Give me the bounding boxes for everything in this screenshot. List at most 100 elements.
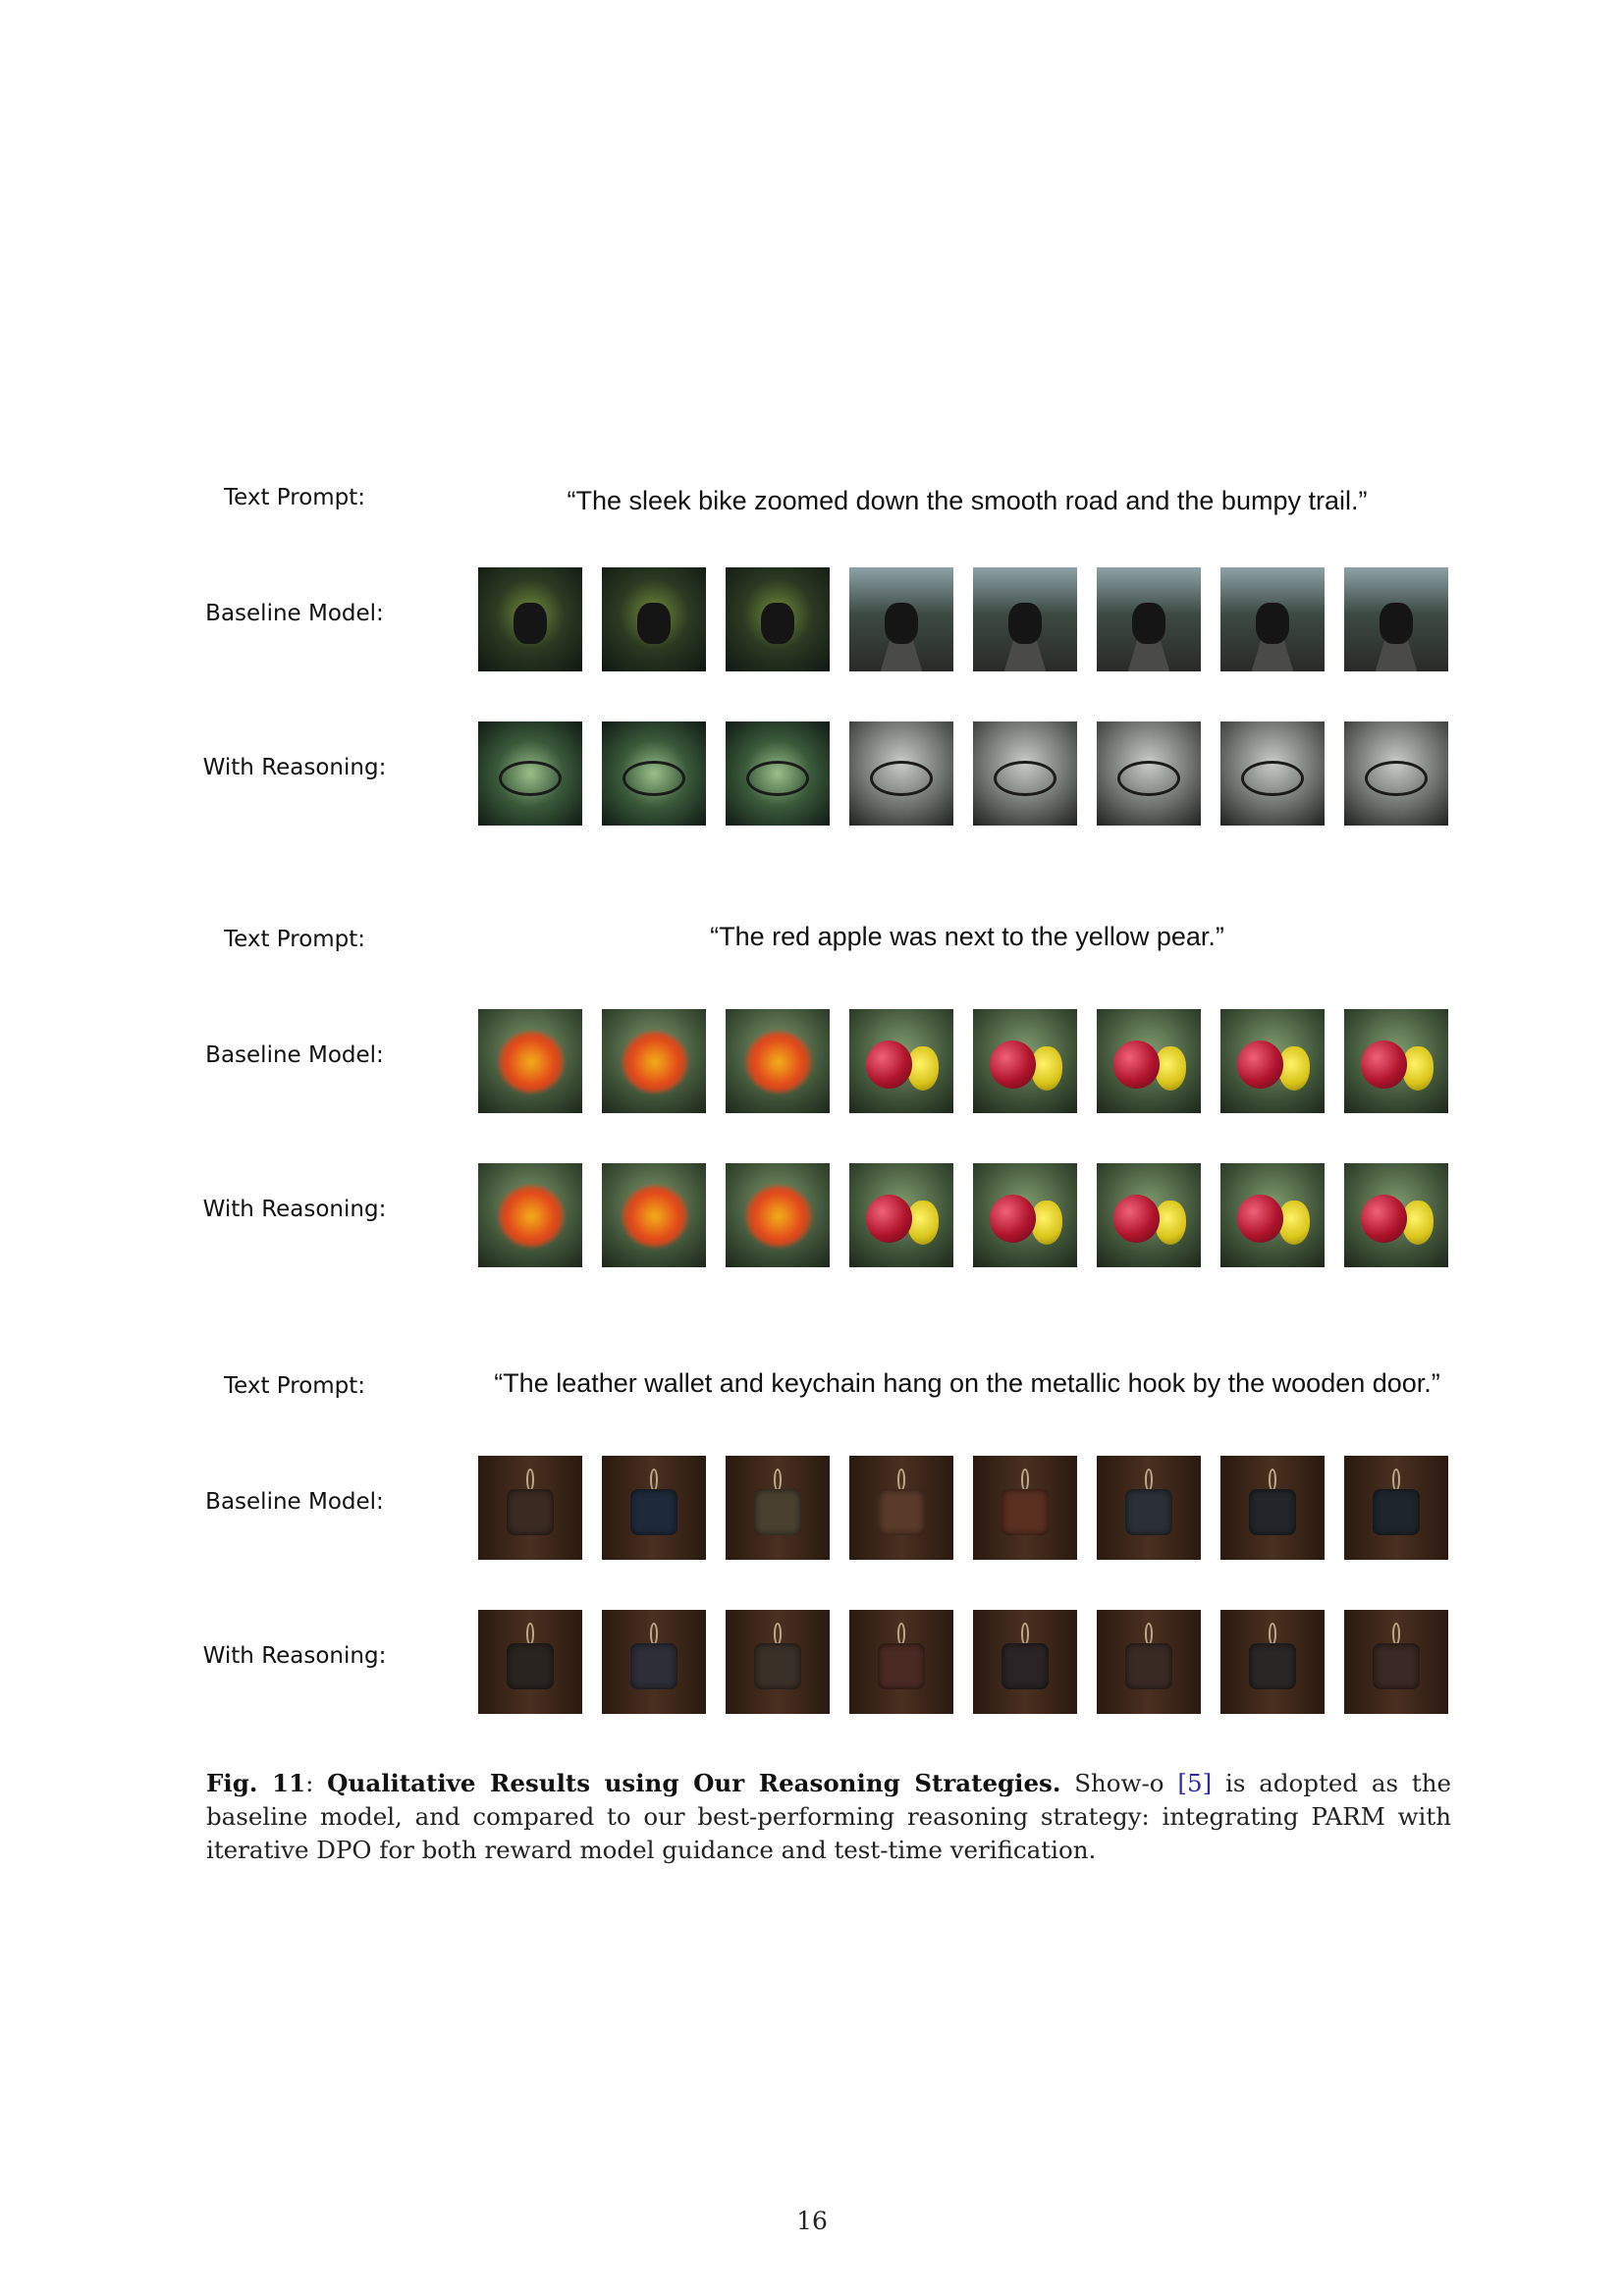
prompt-text: “The sleek bike zoomed down the smooth r… (567, 486, 1368, 515)
fruit-blob (623, 1186, 687, 1247)
generated-image-thumbnail (973, 1163, 1077, 1267)
wallet-shape (877, 1488, 926, 1535)
wallet-shape (506, 1642, 555, 1689)
generated-image-thumbnail (973, 721, 1077, 826)
prompt-text: “The red apple was next to the yellow pe… (710, 922, 1224, 951)
bike-shape (1380, 603, 1413, 645)
bike-shape (870, 761, 933, 797)
figure-caption: Fig. 11: Qualitative Results using Our R… (206, 1767, 1451, 1867)
generated-image-thumbnail (478, 721, 582, 826)
apple-shape (1236, 1040, 1283, 1089)
generated-image-thumbnail (1097, 721, 1201, 826)
generated-image-thumbnail (849, 1456, 953, 1560)
generated-image-thumbnail (1344, 1163, 1448, 1267)
apple-shape (1360, 1194, 1407, 1243)
wallet-shape (1372, 1488, 1421, 1535)
hook-shape (1391, 1468, 1401, 1492)
page-number: 16 (796, 2207, 828, 2235)
wallet-shape (1001, 1642, 1050, 1689)
wallet-shape (1248, 1642, 1297, 1689)
generated-image-thumbnail (478, 1610, 582, 1714)
citation-link[interactable]: [5] (1177, 1769, 1213, 1797)
hook-shape (649, 1622, 659, 1646)
generated-image-thumbnail (1097, 1610, 1201, 1714)
fruit-blob (623, 1032, 687, 1093)
generated-image-thumbnail (602, 1163, 706, 1267)
fruit-blob (746, 1186, 811, 1247)
hook-shape (1391, 1622, 1401, 1646)
wallet-shape (506, 1488, 555, 1535)
fruit-blob (499, 1186, 564, 1247)
with-reasoning-label: With Reasoning: (202, 1197, 387, 1222)
text-prompt-label: Text Prompt: (223, 485, 366, 510)
generated-image-thumbnail (1344, 1456, 1448, 1560)
generated-image-thumbnail (1344, 1009, 1448, 1113)
bike-shape (1365, 761, 1428, 797)
hook-shape (1268, 1468, 1277, 1492)
generated-image-thumbnail (1097, 1009, 1201, 1113)
reasoning-image-strip (478, 1163, 1450, 1267)
apple-shape (989, 1040, 1036, 1089)
bike-shape (637, 603, 671, 645)
pear-shape (1155, 1201, 1187, 1245)
generated-image-thumbnail (726, 1163, 830, 1267)
hook-shape (649, 1468, 659, 1492)
bike-shape (1117, 761, 1180, 797)
generated-image-thumbnail (1097, 1163, 1201, 1267)
generated-image-thumbnail (602, 1610, 706, 1714)
generated-image-thumbnail (602, 1009, 706, 1113)
generated-image-thumbnail (726, 1456, 830, 1560)
generated-image-thumbnail (726, 1009, 830, 1113)
generated-image-thumbnail (973, 567, 1077, 671)
generated-image-thumbnail (478, 1163, 582, 1267)
generated-image-thumbnail (973, 1610, 1077, 1714)
generated-image-thumbnail (602, 1456, 706, 1560)
generated-image-thumbnail (478, 1009, 582, 1113)
hook-shape (896, 1622, 906, 1646)
fruit-blob (746, 1032, 811, 1093)
pear-shape (1031, 1201, 1063, 1245)
baseline-model-label: Baseline Model: (205, 1042, 384, 1068)
generated-image-thumbnail (1344, 1610, 1448, 1714)
figure-label: Fig. 11 (206, 1769, 306, 1797)
hook-shape (525, 1622, 535, 1646)
pear-shape (1155, 1046, 1187, 1091)
bike-shape (885, 603, 918, 645)
bike-shape (1241, 761, 1304, 797)
bike-shape (499, 761, 562, 797)
apple-shape (1112, 1040, 1160, 1089)
hook-shape (1020, 1468, 1030, 1492)
wallet-shape (1248, 1488, 1297, 1535)
fruit-blob (499, 1032, 564, 1093)
generated-image-thumbnail (849, 1009, 953, 1113)
generated-image-thumbnail (726, 721, 830, 826)
example-apple: Text Prompt: “The red apple was next to … (0, 913, 1624, 1325)
wallet-shape (753, 1642, 802, 1689)
apple-shape (865, 1040, 912, 1089)
text-prompt-label: Text Prompt: (223, 1373, 366, 1399)
generated-image-thumbnail (849, 1163, 953, 1267)
caption-title: Qualitative Results using Our Reasoning … (327, 1769, 1061, 1797)
generated-image-thumbnail (1220, 1456, 1325, 1560)
hook-shape (1020, 1622, 1030, 1646)
generated-image-thumbnail (726, 567, 830, 671)
pear-shape (907, 1046, 940, 1091)
generated-image-thumbnail (849, 567, 953, 671)
generated-image-thumbnail (602, 567, 706, 671)
generated-image-thumbnail (478, 567, 582, 671)
baseline-model-label: Baseline Model: (205, 601, 384, 626)
hook-shape (773, 1622, 783, 1646)
generated-image-thumbnail (1220, 567, 1325, 671)
apple-shape (1112, 1194, 1160, 1243)
hook-shape (773, 1468, 783, 1492)
text-prompt-label: Text Prompt: (223, 927, 366, 952)
pear-shape (1402, 1046, 1435, 1091)
bike-shape (746, 761, 809, 797)
generated-image-thumbnail (726, 1610, 830, 1714)
apple-shape (989, 1194, 1036, 1243)
with-reasoning-label: With Reasoning: (202, 1643, 387, 1669)
generated-image-thumbnail (1220, 1009, 1325, 1113)
apple-shape (865, 1194, 912, 1243)
hook-shape (1268, 1622, 1277, 1646)
